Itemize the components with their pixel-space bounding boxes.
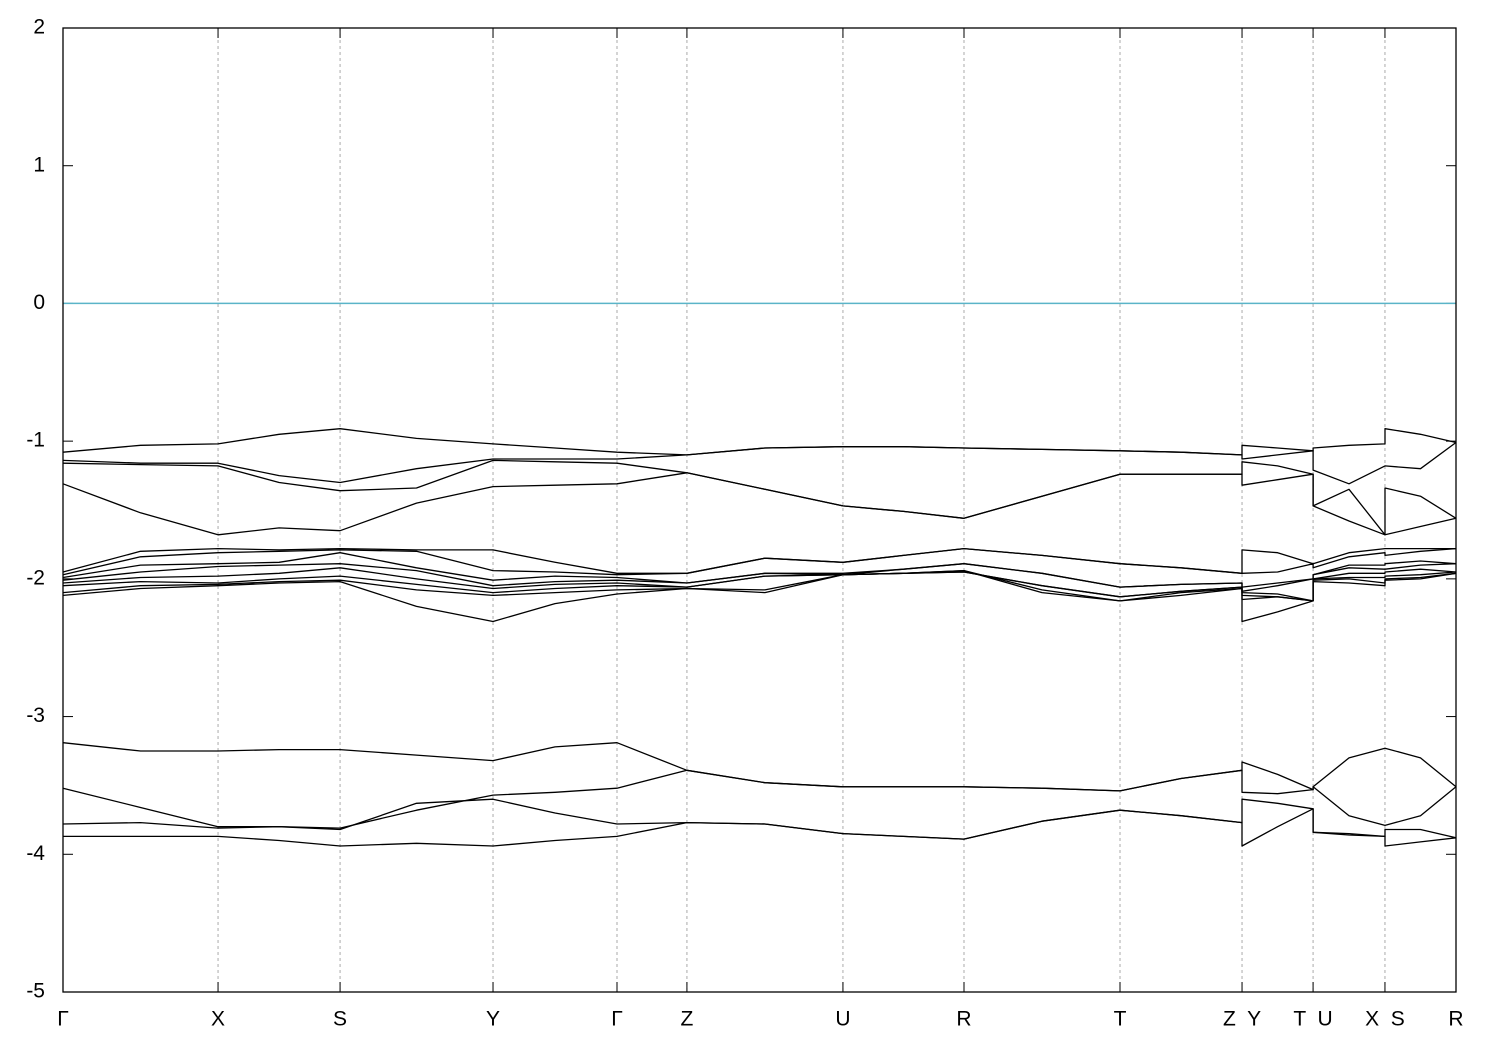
y-tick-label: -2: [26, 566, 45, 589]
x-tick-label: Γ: [57, 1008, 69, 1031]
y-tick-label: -3: [26, 704, 45, 727]
band-line: [62, 563, 1457, 592]
band-line: [62, 569, 1457, 602]
x-tick-label: Z: [681, 1008, 694, 1031]
x-tick-label: T: [1114, 1008, 1127, 1031]
band-line: [62, 798, 1457, 840]
band-line: [62, 547, 1457, 576]
x-tick-label: X: [211, 1008, 225, 1031]
y-tick-label: -4: [26, 842, 45, 865]
plot-frame: [62, 27, 1457, 993]
band-line: [62, 472, 1457, 536]
y-tick-label: 2: [33, 16, 45, 39]
band-line: [62, 569, 1457, 623]
x-tick-label: T U: [1293, 1008, 1332, 1031]
band-line: [62, 428, 1457, 456]
x-tick-label: R: [1448, 1008, 1463, 1031]
x-tick-label: X S: [1365, 1008, 1405, 1031]
x-tick-label: U: [835, 1008, 850, 1031]
band-line: [62, 459, 1457, 536]
y-tick-label: 0: [33, 291, 45, 314]
y-tick-label: 1: [33, 153, 45, 176]
band-line: [62, 571, 1457, 602]
band-line: [62, 742, 1457, 792]
x-tick-label: Γ: [611, 1008, 623, 1031]
band-line: [63, 808, 1457, 847]
x-tick-label: Y: [486, 1008, 500, 1031]
band-line: [62, 547, 1456, 574]
y-tick-label: -1: [26, 429, 45, 452]
x-tick-label: S: [333, 1008, 347, 1031]
band-line: [62, 441, 1457, 485]
y-tick-label: -5: [26, 980, 45, 1003]
x-tick-label: R: [956, 1008, 971, 1031]
x-tick-label: Z Y: [1223, 1008, 1261, 1031]
